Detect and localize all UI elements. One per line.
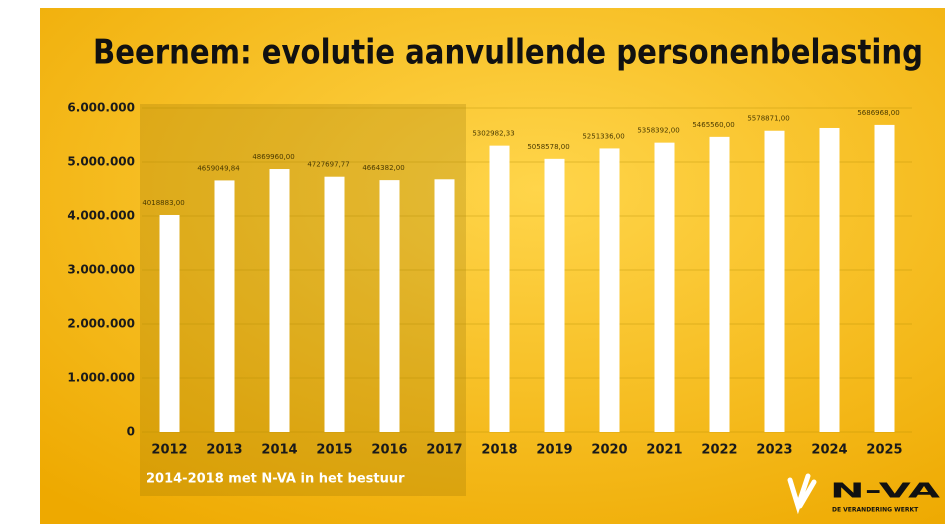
value-label: 4018883,00 — [142, 199, 184, 207]
y-tick-label: 5.000.000 — [67, 155, 135, 169]
x-tick-label: 2023 — [756, 443, 792, 458]
x-tick-label: 2013 — [206, 443, 242, 458]
logo-tagline: DE VERANDERING WERKT — [832, 507, 919, 514]
x-tick-label: 2020 — [591, 443, 627, 458]
x-tick-label: 2024 — [811, 443, 847, 458]
y-tick-label: 1.000.000 — [67, 371, 135, 385]
bar — [269, 169, 290, 432]
value-label: 5686968,00 — [857, 109, 899, 117]
bar — [379, 180, 400, 432]
bar — [434, 179, 455, 432]
x-tick-label: 2012 — [151, 443, 187, 458]
bar — [544, 158, 565, 432]
value-label: 4869960,00 — [252, 153, 294, 161]
logo-hand — [787, 473, 817, 515]
bar — [159, 214, 180, 432]
bar — [489, 145, 510, 432]
value-label: 5578871,00 — [747, 115, 789, 123]
bar — [214, 180, 235, 432]
x-tick-label: 2022 — [701, 443, 737, 458]
value-label: 5358392,00 — [637, 127, 679, 135]
y-tick-label: 2.000.000 — [67, 317, 135, 331]
x-tick-label: 2015 — [316, 443, 352, 458]
y-tick-label: 6.000.000 — [67, 101, 135, 115]
value-label: 4659049,84 — [197, 164, 240, 172]
bar — [599, 148, 620, 432]
value-label: 4727697,77 — [307, 161, 349, 169]
value-label: 4664382,00 — [362, 164, 404, 172]
bar — [654, 142, 675, 432]
annotation: 2014-2018 met N-VA in het bestuur — [146, 472, 405, 487]
x-tick-label: 2017 — [426, 443, 462, 458]
y-tick-label: 3.000.000 — [67, 263, 135, 277]
x-tick-label: 2025 — [866, 443, 902, 458]
x-tick-label: 2021 — [646, 443, 682, 458]
x-tick-label: 2016 — [371, 443, 407, 458]
highlight-region — [140, 104, 466, 496]
value-label: 5465560,00 — [692, 121, 734, 129]
bar — [874, 124, 895, 433]
x-tick-label: 2014 — [261, 443, 297, 458]
value-label: 5058578,00 — [527, 143, 569, 151]
bar — [324, 176, 345, 432]
x-tick-label: 2019 — [536, 443, 572, 458]
value-label: 5251336,00 — [582, 132, 624, 140]
bar — [819, 127, 840, 432]
logo: N-VA DE VERANDERING WERKT — [787, 473, 941, 515]
x-tick-label: 2018 — [481, 443, 517, 458]
chart-title: Beernem: evolutie aanvullende personenbe… — [93, 33, 923, 73]
y-tick-label: 4.000.000 — [67, 209, 135, 223]
bar — [709, 136, 730, 433]
bar — [764, 130, 785, 432]
logo-text: N-VA — [830, 479, 941, 503]
y-tick-label: 0 — [127, 425, 135, 439]
value-label: 5302982,33 — [472, 130, 514, 138]
